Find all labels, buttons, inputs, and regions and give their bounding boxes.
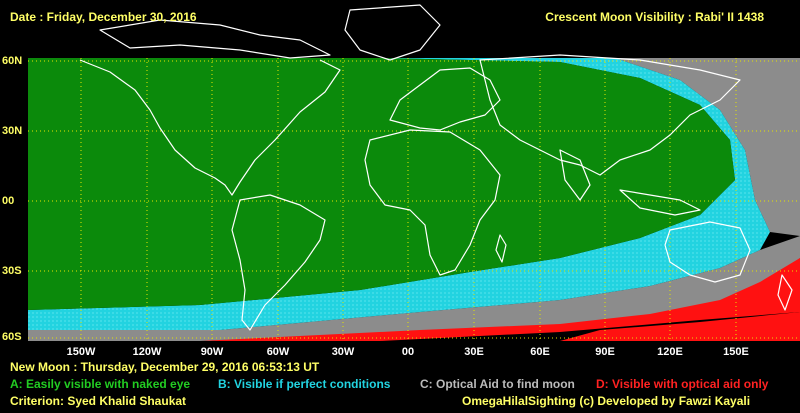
zone-a-green bbox=[28, 58, 735, 310]
lat-label-00: 00 bbox=[2, 195, 15, 207]
lon-label-60e: 60E bbox=[530, 346, 550, 358]
legend-b: B: Visible if perfect conditions bbox=[218, 377, 391, 391]
south-america-outline bbox=[231, 194, 326, 331]
india-outline bbox=[559, 149, 591, 201]
lon-label-150w: 150W bbox=[66, 346, 96, 358]
southeast-asia-outline bbox=[619, 189, 701, 216]
lon-label-90e: 90E bbox=[595, 346, 615, 358]
zone-d-red bbox=[200, 258, 800, 341]
lon-label-90w: 90W bbox=[200, 346, 224, 358]
lat-label-30s: 30S bbox=[2, 265, 22, 277]
lon-label-120e: 120E bbox=[657, 346, 683, 358]
date-label: Date : Friday, December 30, 2016 bbox=[10, 10, 197, 24]
lon-label-30w: 30W bbox=[331, 346, 355, 358]
north-america-outline bbox=[79, 59, 341, 196]
europe-outline bbox=[389, 67, 501, 131]
asia-outline bbox=[479, 54, 741, 176]
lon-label-120w: 120W bbox=[132, 346, 162, 358]
lon-label-60w: 60W bbox=[266, 346, 290, 358]
australia-outline bbox=[664, 221, 751, 283]
new-moon-label: New Moon : Thursday, December 29, 2016 0… bbox=[10, 360, 320, 374]
lon-label-00: 00 bbox=[401, 346, 415, 358]
lat-label-60n: 60N bbox=[2, 55, 23, 67]
visibility-title: Crescent Moon Visibility : Rabi' II 1438 bbox=[545, 10, 764, 24]
lon-label-30e: 30E bbox=[464, 346, 484, 358]
greenland-outline bbox=[344, 4, 441, 61]
zone-c-gray bbox=[28, 58, 800, 341]
lon-label-150e: 150E bbox=[723, 346, 749, 358]
credit-label: OmegaHilalSighting (c) Developed by Fawz… bbox=[462, 394, 751, 408]
africa-outline bbox=[364, 129, 501, 276]
legend-a: A: Easily visible with naked eye bbox=[10, 377, 191, 391]
zone-b-cyan bbox=[28, 58, 770, 330]
grid-lines bbox=[28, 58, 800, 341]
new-zealand-outline bbox=[777, 274, 793, 311]
lat-label-60s: 60S bbox=[2, 331, 22, 343]
coastlines bbox=[79, 4, 793, 331]
legend-d: D: Visible with optical aid only bbox=[596, 377, 769, 391]
criterion-label: Criterion: Syed Khalid Shaukat bbox=[10, 394, 187, 408]
legend-c: C: Optical Aid to find moon bbox=[420, 377, 575, 391]
arctic-islands-outline bbox=[99, 19, 331, 59]
madagascar-outline bbox=[495, 234, 507, 263]
lat-label-30n: 30N bbox=[2, 125, 23, 137]
zone-d-lower bbox=[560, 312, 800, 341]
